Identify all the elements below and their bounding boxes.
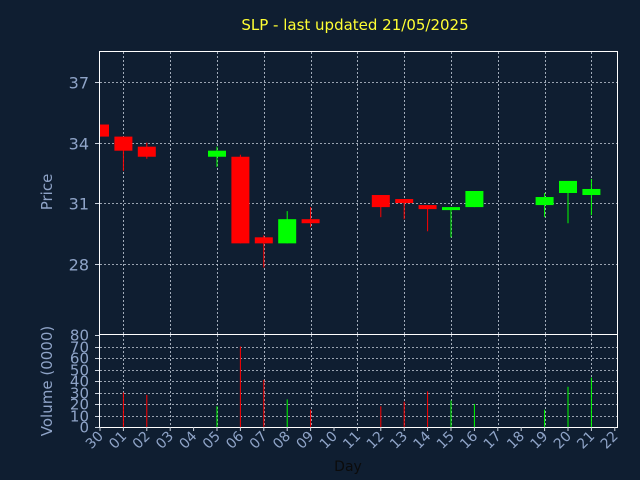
volume-bars — [122, 346, 592, 427]
candle-body — [465, 190, 484, 208]
candle-body — [559, 180, 577, 193]
candle-14 — [418, 205, 437, 232]
candle-19 — [535, 193, 554, 218]
day-tick-label: 03 — [153, 429, 177, 453]
day-tick-label: 02 — [130, 429, 154, 453]
candle-body — [442, 207, 460, 211]
volume-gridlines — [100, 335, 617, 427]
day-tick-label: 05 — [200, 429, 224, 453]
candle-06 — [231, 154, 250, 244]
price-tick-label: 34 — [69, 135, 89, 154]
volume-tick-label: 40 — [70, 373, 89, 391]
volume-tick-label: 10 — [70, 408, 89, 426]
price-tick-label: 37 — [69, 74, 89, 93]
day-tick-label: 17 — [481, 429, 505, 453]
candle-body — [395, 199, 414, 204]
candle-01 — [114, 136, 133, 171]
volume-tick-label: 50 — [70, 362, 89, 380]
candle-05 — [208, 146, 226, 167]
candle-21 — [582, 178, 601, 216]
day-tick-label: 22 — [598, 429, 622, 453]
day-tick-label: 08 — [270, 429, 294, 453]
price-tick-label: 31 — [69, 195, 89, 214]
day-tick-label: 09 — [294, 429, 318, 453]
candle-09 — [301, 207, 320, 228]
candle-12 — [371, 195, 390, 218]
candle-13 — [395, 199, 414, 220]
day-tick-label: 04 — [177, 428, 201, 452]
candle-body — [371, 195, 390, 208]
day-axis-label: Day — [334, 459, 362, 475]
candle-body — [582, 188, 601, 196]
candle-02 — [137, 142, 156, 159]
price-panel-frame — [99, 51, 618, 335]
day-tick-label: 21 — [574, 429, 598, 453]
chart-title: SLP - last updated 21/05/2025 — [241, 16, 468, 34]
candle-08 — [278, 211, 297, 244]
day-tick-label: 01 — [106, 429, 130, 453]
candle-body — [301, 219, 320, 224]
day-tick-label: 14 — [411, 428, 435, 452]
price-axis-label: Price — [38, 174, 56, 211]
price-gridlines — [100, 52, 617, 334]
volume-tick-label: 70 — [70, 339, 89, 357]
volume-tick-label: 0 — [79, 419, 89, 437]
candle-20 — [559, 180, 577, 224]
day-tick-label: 07 — [247, 429, 271, 453]
candle-body — [278, 219, 297, 244]
volume-panel-frame — [99, 334, 618, 428]
candle-15 — [442, 207, 460, 238]
volume-tick-label: 60 — [70, 350, 89, 368]
day-tick-label: 06 — [223, 428, 247, 452]
candle-body — [418, 205, 437, 210]
candle-body — [535, 197, 554, 206]
day-tick-label: 19 — [528, 429, 552, 453]
day-tick-label: 13 — [387, 429, 411, 453]
price-tick-labels: 37 34 31 28 — [69, 74, 100, 275]
candle-body — [137, 146, 156, 157]
volume-tick-label: 20 — [70, 396, 89, 414]
volume-axis-label: Volume (0000) — [38, 326, 56, 436]
candle-body — [208, 150, 226, 157]
volume-tick-label: 80 — [70, 327, 89, 345]
volume-tick-label: 30 — [70, 385, 89, 403]
candle-body — [114, 136, 133, 151]
day-tick-labels: 30 01 02 03 04 05 06 07 08 09 10 11 12 13 14 15 16 17 18 19… — [83, 427, 622, 452]
day-tick-label: 11 — [340, 429, 364, 453]
day-tick-label: 12 — [364, 429, 388, 453]
day-tick-label: 10 — [317, 429, 341, 453]
candle-body — [100, 124, 109, 137]
day-tick-label: 15 — [434, 429, 458, 453]
candle-07 — [254, 235, 273, 268]
day-tick-label: 20 — [551, 429, 575, 453]
day-tick-label: 16 — [457, 428, 481, 452]
candle-body — [254, 237, 273, 244]
price-tick-label: 28 — [69, 256, 89, 275]
candle-16 — [465, 190, 484, 208]
price-candles — [99, 124, 601, 268]
day-tick-label: 18 — [504, 429, 528, 453]
candle-30 — [99, 124, 109, 137]
candle-body — [231, 156, 250, 244]
